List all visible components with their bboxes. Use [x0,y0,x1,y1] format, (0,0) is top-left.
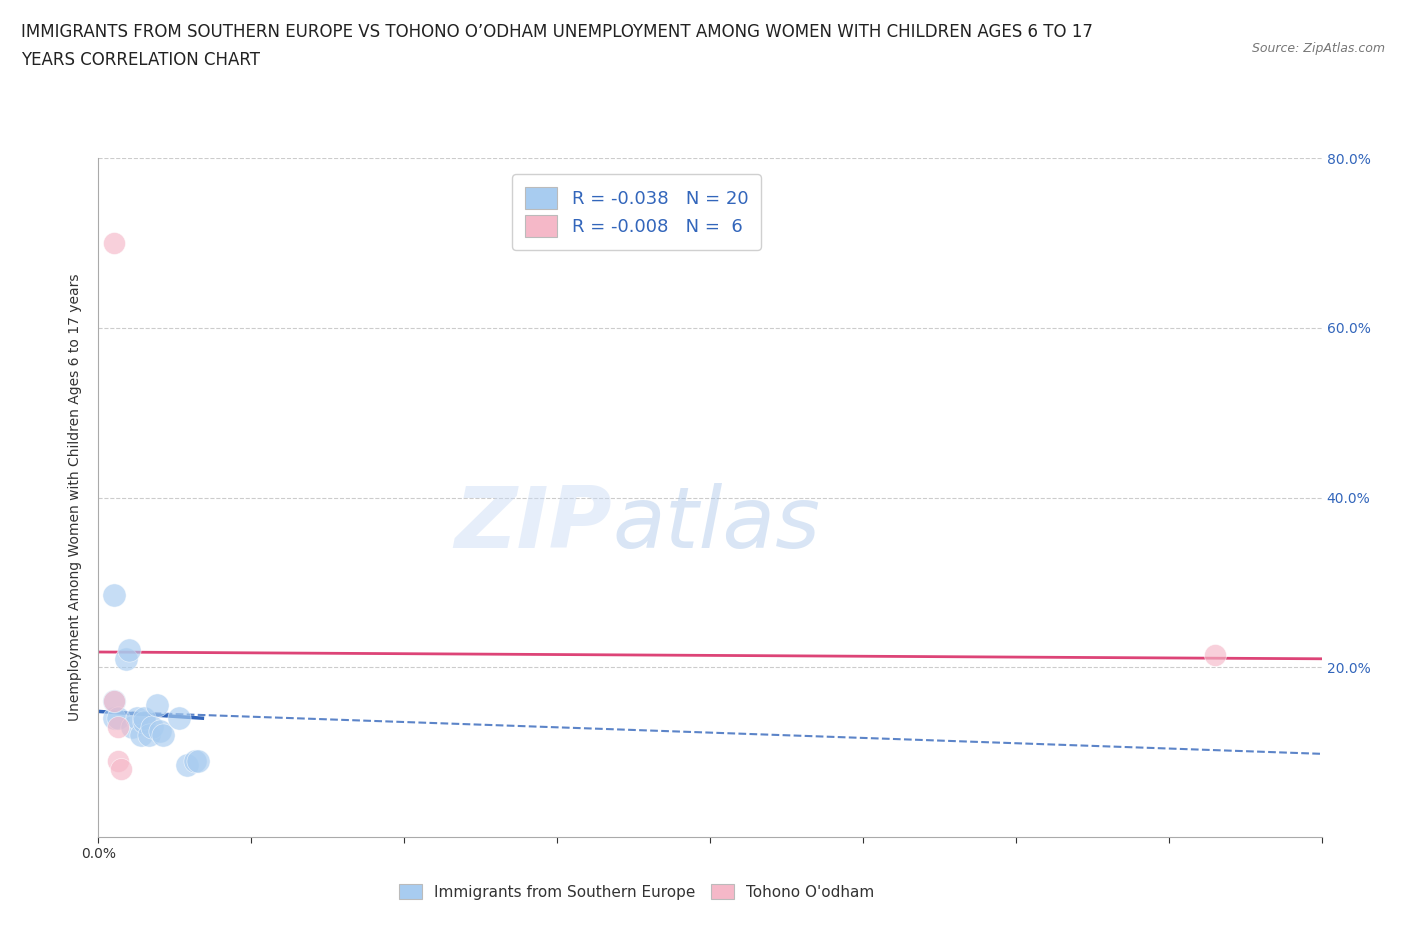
Point [134,711,156,725]
Point [176,757,198,772]
Point [103,694,125,709]
Point [103,588,125,603]
Point [107,753,129,768]
Point [187,753,209,768]
Point [145,698,167,713]
Point [134,715,156,730]
Point [149,724,172,738]
Text: YEARS CORRELATION CHART: YEARS CORRELATION CHART [21,51,260,69]
Point [141,719,163,734]
Text: atlas: atlas [612,484,820,566]
Text: IMMIGRANTS FROM SOUTHERN EUROPE VS TOHONO O’ODHAM UNEMPLOYMENT AMONG WOMEN WITH : IMMIGRANTS FROM SOUTHERN EUROPE VS TOHON… [21,23,1092,41]
Point [107,719,129,734]
Point [118,643,141,658]
Point [169,711,191,725]
Point [125,711,148,725]
Legend: Immigrants from Southern Europe, Tohono O'odham: Immigrants from Southern Europe, Tohono … [391,876,882,908]
Point [103,235,125,250]
Point [110,762,132,777]
Text: ZIP: ZIP [454,484,612,566]
Y-axis label: Unemployment Among Women with Children Ages 6 to 17 years: Unemployment Among Women with Children A… [69,273,83,722]
Point [107,711,129,725]
Text: Source: ZipAtlas.com: Source: ZipAtlas.com [1251,42,1385,55]
Point [103,694,125,709]
Point [1204,647,1226,662]
Point [103,711,125,725]
Point [152,727,174,742]
Point [115,651,138,666]
Point [184,753,207,768]
Point [121,719,143,734]
Point [129,727,152,742]
Point [138,727,160,742]
